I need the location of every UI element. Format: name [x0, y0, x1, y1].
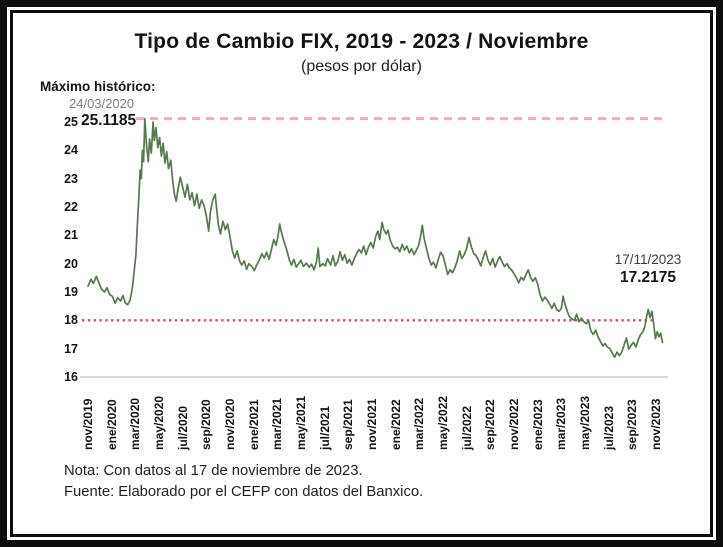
annotation-last-observation: 17/11/2023 17.2175 — [594, 252, 702, 287]
y-tick-label: 17 — [64, 341, 78, 356]
source-line: Fuente: Elaborado por el CEFP con datos … — [64, 484, 424, 501]
x-tick-label: nov/2023 — [649, 398, 663, 450]
x-tick-label: may/2022 — [436, 395, 450, 450]
y-tick-label: 20 — [64, 256, 78, 271]
x-tick-label: mar/2023 — [554, 397, 569, 450]
y-tick-label: 21 — [64, 228, 78, 243]
y-tick-label: 22 — [64, 199, 78, 214]
x-tick-label: may/2023 — [578, 395, 592, 450]
annotation-last-value: 17.2175 — [619, 269, 677, 286]
x-tick-label: sep/2021 — [341, 399, 356, 450]
x-tick-label: ene/2021 — [246, 399, 261, 450]
annotation-max-historico-date: 24/03/2020 — [69, 96, 135, 111]
x-tick-label: sep/2020 — [199, 399, 214, 450]
annotation-last-date: 17/11/2023 — [614, 252, 682, 267]
footnotes: Nota: Con datos al 17 de noviembre de 20… — [64, 461, 423, 504]
series-line — [87, 117, 664, 359]
x-tick-label: jul/2023 — [601, 405, 616, 450]
x-tick-label: mar/2022 — [412, 397, 427, 450]
x-tick-label: jul/2021 — [317, 405, 332, 450]
x-tick-label: sep/2022 — [483, 399, 498, 450]
x-tick-label: may/2020 — [152, 395, 166, 450]
y-tick-label: 25 — [64, 115, 78, 129]
x-tick-label: jul/2020 — [175, 405, 190, 450]
y-tick-label: 24 — [64, 143, 78, 158]
x-tick-label: sep/2023 — [625, 399, 640, 450]
y-tick-label: 18 — [64, 313, 78, 328]
x-tick-label: ene/2020 — [104, 399, 119, 450]
y-tick-label: 23 — [64, 171, 78, 186]
annotation-max-historico-label: Máximo histórico: — [40, 79, 156, 94]
x-tick-label: mar/2021 — [270, 397, 285, 450]
y-tick-label: 19 — [64, 284, 78, 299]
x-tick-label: jul/2022 — [459, 405, 474, 450]
x-tick-label: ene/2022 — [388, 399, 403, 450]
x-tick-label: mar/2020 — [128, 397, 143, 450]
x-tick-label: nov/2021 — [365, 398, 379, 450]
note-line: Nota: Con datos al 17 de noviembre de 20… — [64, 463, 363, 479]
x-tick-label: nov/2019 — [81, 398, 95, 450]
annotation-max-historico-value: 25.1185 — [81, 112, 137, 129]
x-tick-label: nov/2022 — [507, 398, 521, 450]
y-tick-label: 16 — [64, 369, 78, 384]
x-tick-label: ene/2023 — [530, 399, 545, 450]
chart-title: Tipo de Cambio FIX, 2019 - 2023 / Noviem… — [134, 30, 589, 53]
x-tick-label: may/2021 — [294, 395, 308, 450]
chart-subtitle: (pesos por dólar) — [301, 58, 422, 75]
x-tick-label: nov/2020 — [223, 398, 237, 450]
